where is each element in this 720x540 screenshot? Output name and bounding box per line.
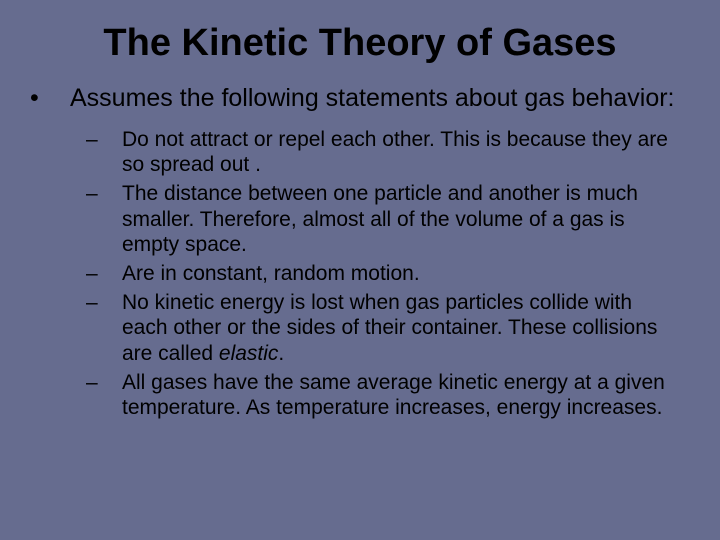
dash-icon: – xyxy=(104,370,122,395)
dash-icon: – xyxy=(104,290,122,315)
point-text-after: . xyxy=(278,342,284,365)
slide: The Kinetic Theory of Gases •Assumes the… xyxy=(0,0,720,540)
dash-icon: – xyxy=(104,261,122,286)
intro-bullet: •Assumes the following statements about … xyxy=(50,83,680,113)
point-text: The distance between one particle and an… xyxy=(122,182,638,255)
point-text: Do not attract or repel each other. This… xyxy=(122,128,668,176)
bullet-dot: • xyxy=(50,83,70,113)
point-text-before: No kinetic energy is lost when gas parti… xyxy=(122,291,657,364)
point-5: –All gases have the same average kinetic… xyxy=(104,370,680,420)
point-4: –No kinetic energy is lost when gas part… xyxy=(104,290,680,366)
point-1: –Do not attract or repel each other. Thi… xyxy=(104,127,680,177)
point-italic: elastic xyxy=(219,342,279,365)
dash-icon: – xyxy=(104,127,122,152)
slide-title: The Kinetic Theory of Gases xyxy=(40,22,680,65)
dash-icon: – xyxy=(104,181,122,206)
point-3: –Are in constant, random motion. xyxy=(104,261,680,286)
point-text: Are in constant, random motion. xyxy=(122,262,420,285)
point-text: All gases have the same average kinetic … xyxy=(122,371,665,419)
intro-text: Assumes the following statements about g… xyxy=(70,84,675,112)
point-2: –The distance between one particle and a… xyxy=(104,181,680,257)
